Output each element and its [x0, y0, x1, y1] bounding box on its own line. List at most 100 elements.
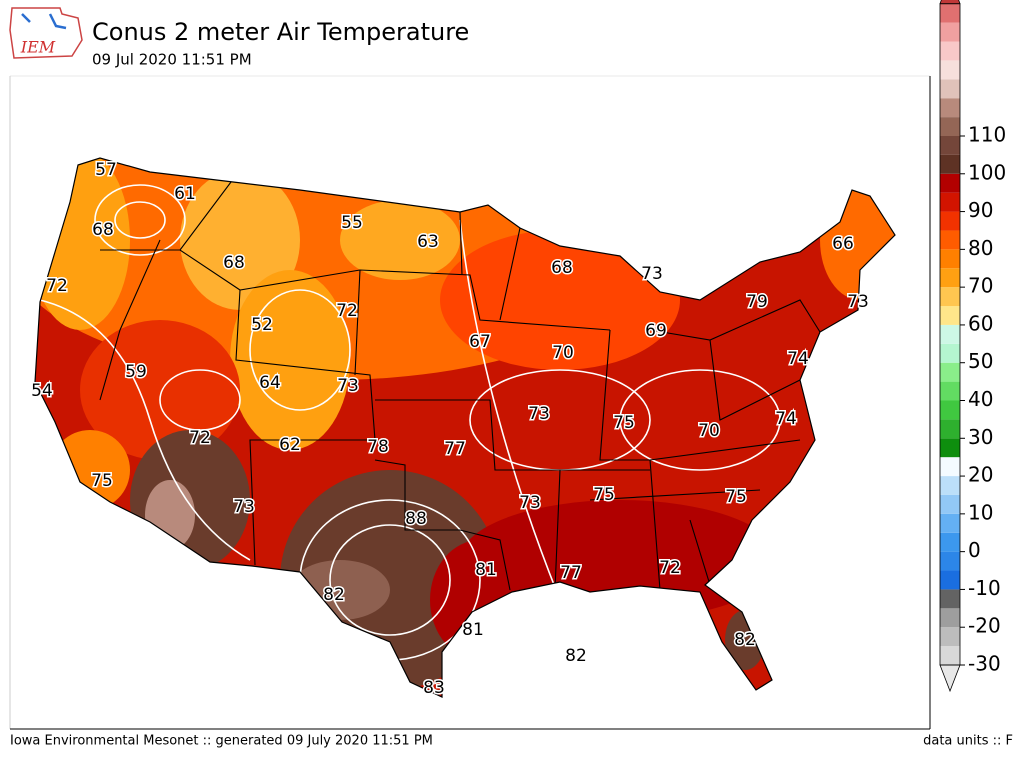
map-label: 81 [462, 620, 484, 640]
colorbar-bin [940, 438, 960, 458]
map-label: 83 [423, 678, 445, 698]
map-label: 73 [337, 376, 359, 396]
colorbar-bin [940, 570, 960, 590]
map-label: 69 [645, 321, 667, 341]
map-label: 77 [560, 563, 582, 583]
colorbar-tick-label: 40 [968, 387, 993, 411]
colorbar-bin [940, 343, 960, 363]
map-label: 82 [565, 646, 587, 666]
colorbar: -30 -20 -10 0 10 20 30 40 50 60 70 80 90 100 110 [939, 0, 1006, 693]
map-label: 82 [734, 630, 756, 650]
colorbar-bin [940, 268, 960, 288]
colorbar-tick-label: 60 [968, 311, 993, 335]
colorbar-under [939, 664, 961, 693]
colorbar-bin [940, 419, 960, 439]
colorbar-tick-label: 50 [968, 349, 993, 373]
colorbar-bin [940, 646, 960, 665]
map-label: 81 [475, 560, 497, 580]
map-label: 59 [125, 362, 147, 382]
map-label: 54 [31, 381, 53, 401]
map-label: 63 [417, 232, 439, 252]
map-label: 77 [444, 439, 466, 459]
colorbar-bin [940, 589, 960, 609]
map-label: 55 [341, 213, 363, 233]
colorbar-bin [940, 513, 960, 533]
colorbar-bin [940, 381, 960, 401]
colorbar-bin [940, 22, 960, 42]
colorbar-bin [940, 457, 960, 477]
colorbar-tick-label: -30 [968, 652, 1001, 676]
colorbar-bin [940, 306, 960, 325]
footer-left: Iowa Environmental Mesonet :: generated … [10, 734, 433, 749]
map-labels: 57 61 68 55 63 66 68 68 73 72 79 73 52 72 67 70 69 74 54 59… [30, 159, 871, 700]
map-label: 72 [659, 558, 681, 578]
colorbar-bin [940, 60, 960, 80]
colorbar-bin [940, 287, 960, 307]
map-label: 68 [92, 220, 114, 240]
colorbar-bin [940, 249, 960, 269]
map-label: 73 [847, 292, 869, 312]
colorbar-bin [940, 173, 960, 193]
colorbar-bin [940, 532, 960, 552]
title: Conus 2 meter Air Temperature [92, 18, 469, 46]
colorbar-bin [940, 608, 960, 628]
colorbar-tick-label: 70 [968, 274, 993, 298]
map-label: 72 [336, 301, 358, 321]
colorbar-bin [940, 400, 960, 420]
colorbar-tick-label: 20 [968, 463, 993, 487]
map-label: 74 [775, 409, 797, 429]
map-label: 64 [259, 373, 281, 393]
map-label: 72 [46, 276, 68, 296]
map-label: 73 [519, 493, 541, 513]
map-label: 70 [552, 343, 574, 363]
colorbar-bin [940, 98, 960, 118]
colorbar-bin [940, 117, 960, 136]
colorbar-bin [940, 551, 960, 571]
colorbar-tick-label: 90 [968, 198, 993, 222]
colorbar-bin [940, 494, 960, 514]
colorbar-bin [940, 154, 960, 174]
colorbar-bin [940, 211, 960, 231]
map-label: 52 [251, 315, 273, 335]
map-label: 88 [405, 509, 427, 529]
map-label: 67 [469, 332, 491, 352]
map-label: 74 [787, 349, 809, 369]
colorbar-bin [940, 136, 960, 155]
colorbar-bin [940, 476, 960, 495]
map-label: 82 [323, 585, 345, 605]
map-label: 78 [367, 437, 389, 457]
logo: IEM [9, 7, 83, 59]
map-label: 68 [223, 253, 245, 273]
colorbar-over [939, 0, 961, 5]
colorbar-bin [940, 3, 960, 23]
colorbar-bin [940, 362, 960, 382]
colorbar-bin [940, 230, 960, 250]
map-label: 75 [91, 471, 113, 491]
map-label: 75 [593, 485, 615, 505]
colorbar-tick-label: 0 [968, 538, 981, 562]
logo-text: IEM [20, 38, 56, 57]
subtitle: 09 Jul 2020 11:51 PM [92, 51, 252, 69]
colorbar-bin [940, 324, 960, 344]
colorbar-bin [940, 627, 960, 647]
map-label: 73 [233, 497, 255, 517]
map-label: 72 [189, 428, 211, 448]
colorbar-border [939, 3, 961, 666]
colorbar-tick-label: 100 [968, 160, 1006, 184]
colorbar-tick-label: 110 [968, 123, 1006, 147]
colorbar-tick-label: 10 [968, 500, 993, 524]
footer-right: data units :: F [923, 734, 1013, 749]
map-label: 66 [832, 234, 854, 254]
map-label: 62 [279, 435, 301, 455]
colorbar-tick-label: -20 [968, 614, 1001, 638]
map-label: 70 [698, 421, 720, 441]
colorbar-bin [940, 79, 960, 99]
map-label: 73 [641, 264, 663, 284]
map-label: 68 [551, 258, 573, 278]
map-label: 73 [528, 404, 550, 424]
map-label: 75 [613, 413, 635, 433]
colorbar-bin [940, 192, 960, 212]
map-label: 79 [746, 292, 768, 312]
map-label: 61 [174, 184, 196, 204]
